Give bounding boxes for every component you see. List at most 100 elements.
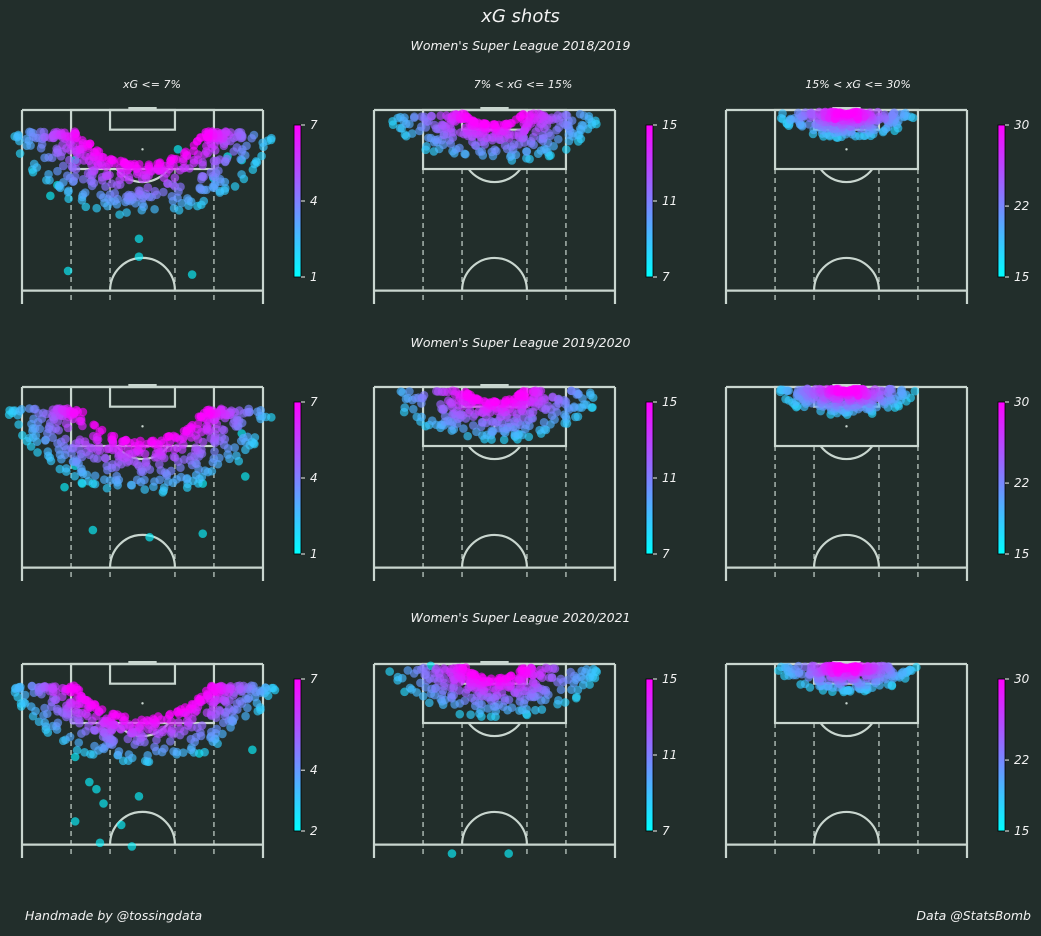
season-title-2: Women's Super League 2019/2020 — [410, 335, 631, 350]
shot-point — [797, 669, 807, 679]
shot-point — [55, 464, 65, 474]
shot-point — [202, 708, 212, 718]
shot-point — [538, 130, 548, 140]
shot-point — [159, 744, 169, 753]
shot-point — [267, 133, 276, 143]
shot-point — [61, 419, 71, 428]
shot-point — [517, 664, 526, 673]
shot-point — [48, 433, 57, 443]
colorbar — [997, 678, 1006, 832]
shot-point — [833, 387, 843, 397]
shot-point — [179, 455, 189, 464]
shot-point — [504, 849, 513, 858]
shot-point — [13, 131, 23, 141]
shot-point — [203, 132, 213, 142]
shot-point — [187, 699, 197, 709]
shot-point — [222, 154, 232, 164]
shot-point — [167, 154, 176, 163]
shot-point — [54, 426, 63, 435]
shot-point — [567, 685, 576, 694]
shot-point — [910, 386, 920, 396]
shot-point — [507, 703, 517, 712]
shot-point — [556, 674, 566, 684]
colorbar-tick-label: 11 — [662, 748, 677, 762]
shot-point — [176, 472, 186, 482]
shot-point — [169, 452, 179, 462]
shot-point — [577, 666, 587, 676]
shot-point — [230, 443, 239, 452]
shot-point — [232, 451, 241, 460]
colorbar — [293, 124, 302, 278]
shot-point — [167, 191, 177, 201]
colorbar-tick-label: 22 — [1014, 753, 1029, 767]
shot-point — [207, 727, 216, 737]
penalty-arc — [467, 168, 522, 184]
shot-point — [164, 431, 174, 441]
penalty-arc — [819, 722, 874, 738]
shot-point — [178, 748, 188, 757]
colorbar — [293, 678, 302, 832]
shot-point — [31, 431, 41, 440]
colorbar — [645, 678, 654, 832]
colorbar-tick-label: 4 — [310, 763, 318, 777]
shot-point — [845, 386, 854, 395]
colorbar — [997, 401, 1006, 555]
shot-point — [241, 711, 250, 721]
shot-point — [64, 194, 73, 204]
shot-point — [116, 156, 126, 166]
colorbar-tick-label: 1 — [310, 547, 318, 561]
shot-point — [229, 147, 238, 156]
shot-point — [778, 109, 787, 118]
shot-point — [72, 745, 82, 755]
shot-point — [873, 107, 883, 117]
colorbar-tick-label: 7 — [310, 395, 318, 409]
figure-title: xG shots — [481, 6, 560, 27]
shot-point — [193, 201, 202, 211]
shot-point — [127, 190, 136, 200]
shot-point — [535, 425, 544, 435]
shot-point — [181, 147, 190, 157]
shot-point — [53, 718, 63, 728]
penalty-arc — [819, 445, 874, 461]
shot-point — [206, 168, 216, 177]
colorbar-tick-label: 30 — [1014, 118, 1030, 132]
shot-point — [90, 471, 100, 481]
shot-point — [567, 386, 576, 396]
shot-point — [199, 196, 209, 206]
shot-point — [150, 186, 160, 196]
centre-circle — [460, 256, 529, 291]
shot-point — [511, 115, 521, 124]
shot-point — [431, 683, 440, 693]
shot-point — [166, 737, 175, 746]
shot-point — [202, 405, 212, 415]
shot-point — [215, 705, 224, 715]
shot-point — [554, 123, 564, 133]
shot-point — [106, 154, 116, 164]
shot-point — [462, 112, 471, 121]
shot-point — [81, 202, 91, 212]
shot-point — [502, 119, 511, 129]
shot-point — [93, 454, 102, 463]
shot-point — [148, 436, 158, 446]
shot-point — [94, 147, 104, 156]
shot-point — [77, 478, 87, 488]
shot-point — [585, 680, 594, 689]
shot-map-panel: 15 22 30 — [724, 661, 1030, 858]
shot-point — [409, 404, 418, 414]
credit-author: Handmade by @tossingdata — [25, 908, 203, 923]
shot-point — [531, 705, 540, 715]
centre-circle — [812, 256, 881, 291]
shot-point — [209, 156, 219, 166]
shot-point — [561, 145, 571, 154]
shot-point — [96, 190, 105, 200]
season-title-1: Women's Super League 2018/2019 — [410, 38, 631, 53]
shot-point — [113, 710, 122, 719]
shot-point — [195, 183, 205, 192]
shot-point — [573, 685, 583, 695]
shot-point — [487, 426, 496, 435]
shot-point — [61, 434, 70, 444]
shot-point — [80, 188, 90, 197]
shot-point — [70, 172, 80, 181]
shot-point — [427, 111, 437, 121]
shot-point — [145, 532, 154, 542]
